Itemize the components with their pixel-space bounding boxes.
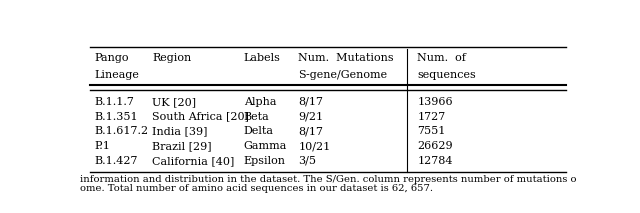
Text: B.1.351: B.1.351 <box>95 112 138 122</box>
Text: Brazil [29]: Brazil [29] <box>152 141 212 151</box>
Text: Lineage: Lineage <box>95 70 140 80</box>
Text: B.1.1.7: B.1.1.7 <box>95 97 135 107</box>
Text: 13966: 13966 <box>417 97 453 107</box>
Text: P.1: P.1 <box>95 141 111 151</box>
Text: Num.  of: Num. of <box>417 53 466 63</box>
Text: ome. Total number of amino acid sequences in our dataset is 62, 657.: ome. Total number of amino acid sequence… <box>80 184 433 193</box>
Text: Delta: Delta <box>244 126 274 136</box>
Text: India [39]: India [39] <box>152 126 207 136</box>
Text: South Africa [20]: South Africa [20] <box>152 112 249 122</box>
Text: Beta: Beta <box>244 112 269 122</box>
Text: 8/17: 8/17 <box>298 97 323 107</box>
Text: Epsilon: Epsilon <box>244 156 285 166</box>
Text: Region: Region <box>152 53 191 63</box>
Text: Alpha: Alpha <box>244 97 276 107</box>
Text: Pango: Pango <box>95 53 129 63</box>
Text: 3/5: 3/5 <box>298 156 316 166</box>
Text: S-gene/Genome: S-gene/Genome <box>298 70 387 80</box>
Text: 26629: 26629 <box>417 141 453 151</box>
Text: B.1.617.2: B.1.617.2 <box>95 126 149 136</box>
Text: B.1.427: B.1.427 <box>95 156 138 166</box>
Text: 12784: 12784 <box>417 156 452 166</box>
Text: information and distribution in the dataset. The S/Gen. column represents number: information and distribution in the data… <box>80 175 577 184</box>
Text: UK [20]: UK [20] <box>152 97 196 107</box>
Text: Num.  Mutations: Num. Mutations <box>298 53 394 63</box>
Text: 1727: 1727 <box>417 112 445 122</box>
Text: 10/21: 10/21 <box>298 141 330 151</box>
Text: Gamma: Gamma <box>244 141 287 151</box>
Text: California [40]: California [40] <box>152 156 234 166</box>
Text: 8/17: 8/17 <box>298 126 323 136</box>
Text: 9/21: 9/21 <box>298 112 323 122</box>
Text: Labels: Labels <box>244 53 280 63</box>
Text: 7551: 7551 <box>417 126 445 136</box>
Text: sequences: sequences <box>417 70 476 80</box>
